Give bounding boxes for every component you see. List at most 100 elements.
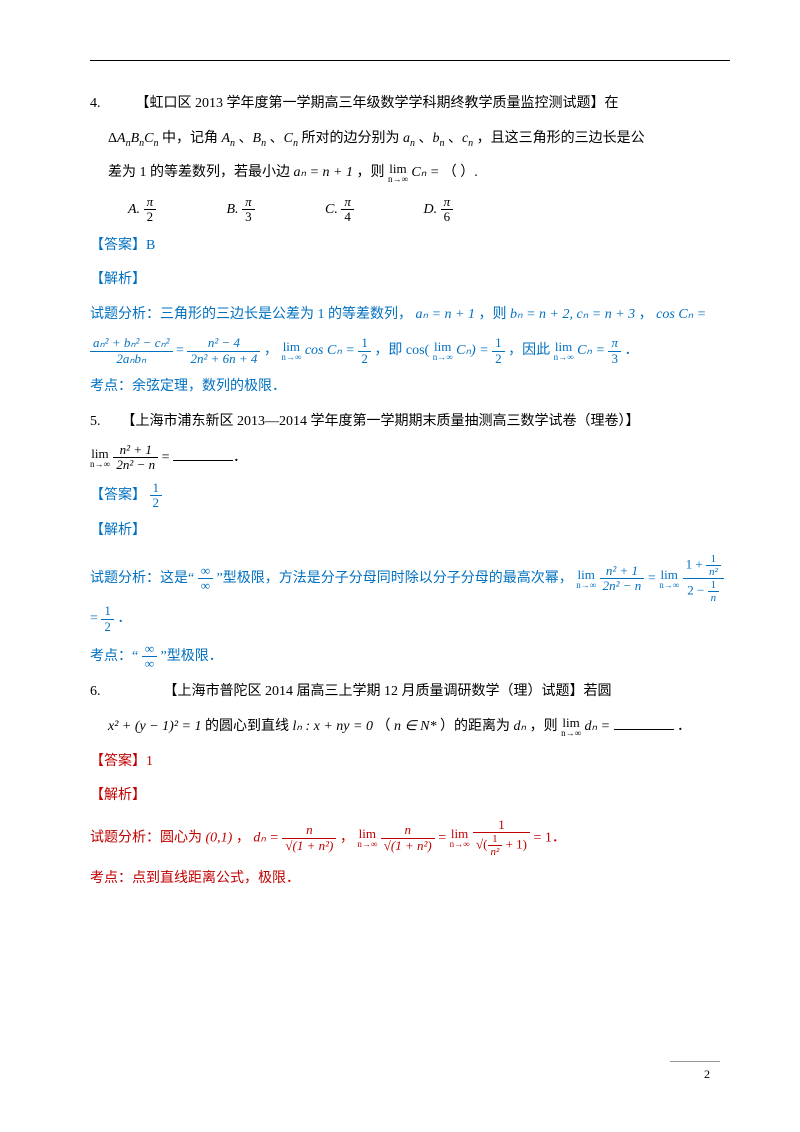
t: 2: [150, 496, 163, 510]
t: （: [376, 719, 390, 734]
t: 试题分析：三角形的三边长是公差为 1 的等差数列，: [90, 307, 412, 322]
t: dₙ =: [253, 830, 282, 845]
t: 2n² − n: [113, 458, 158, 472]
t: ”型极限．: [161, 649, 223, 664]
q4-ex1: 试题分析：三角形的三边长是公差为 1 的等差数列， aₙ = n + 1 ，则 …: [90, 302, 730, 329]
t: Δ: [108, 131, 117, 146]
t: =: [648, 571, 659, 586]
t: 的圆心到直线: [205, 719, 293, 734]
t: n: [282, 823, 336, 838]
t: n² + 1: [113, 443, 158, 458]
t: = 1．: [534, 830, 566, 845]
q6-body: x² + (y − 1)² = 1 的圆心到直线 lₙ : x + ny = 0…: [108, 714, 730, 741]
t: ，则: [530, 719, 558, 734]
t: =: [90, 611, 101, 626]
t: ∞: [198, 564, 213, 579]
t: 2: [101, 620, 114, 634]
t: 试题分析：这是“: [90, 571, 194, 586]
t: n ∈ N*: [394, 719, 437, 734]
t: 2: [358, 352, 371, 366]
t: n² + 1: [600, 564, 645, 579]
t: 【解析】: [90, 523, 146, 538]
t: (0,1): [206, 830, 233, 845]
q5-kaodian: 考点：“ ∞∞ ”型极限．: [90, 642, 730, 672]
t: 1: [488, 833, 503, 846]
t: Cₙ =: [577, 343, 605, 358]
t: 2: [144, 210, 157, 224]
t: =: [438, 830, 449, 845]
t: lₙ : x + ny = 0: [293, 719, 373, 734]
answer-label: 【答案】: [90, 488, 146, 503]
footer-rule: [670, 1061, 720, 1062]
t: 3: [242, 210, 255, 224]
t: 1: [706, 553, 721, 566]
t: lim: [90, 447, 110, 460]
q4-body1: ΔAnBnCn 中，记角 An 、Bn 、Cn 所对的边分别为 an 、bn 、…: [108, 126, 730, 153]
t: cos Cₙ =: [305, 343, 355, 358]
t: lim: [561, 716, 581, 729]
q5-expr: limn→∞ n² + 12n² − n = ．: [90, 443, 730, 473]
t: 6: [441, 210, 454, 224]
t: n→∞: [357, 840, 377, 849]
q4-number: 4.: [90, 96, 101, 111]
q6-answer: 【答案】1: [90, 749, 730, 776]
t: lim: [576, 568, 596, 581]
q5-answer: 【答案】 12: [90, 481, 730, 511]
q5-number: 5.: [90, 414, 101, 429]
q5-header: 5. 【上海市浦东新区 2013—2014 学年度第一学期期末质量抽测高三数学试…: [90, 409, 730, 436]
t: 中，记角: [162, 131, 222, 146]
q4-answer: 【答案】B: [90, 233, 730, 260]
opt-a-label: A.: [128, 202, 140, 217]
t: ∞: [142, 657, 157, 671]
q5-source: 【上海市浦东新区 2013—2014 学年度第一学期期末质量抽测高三数学试卷（理…: [122, 414, 640, 429]
t: 3: [608, 352, 621, 366]
t: 1: [473, 818, 530, 833]
t: ，且这三角形的三边长是公: [477, 131, 645, 146]
t: + 1: [502, 837, 522, 852]
t: 1: [150, 481, 163, 496]
t: π: [144, 195, 157, 210]
q5-explain-label: 【解析】: [90, 518, 730, 545]
t: aₙ² + bₙ² − cₙ²: [90, 336, 173, 351]
t: π: [608, 336, 621, 351]
t: ）的距离为: [440, 719, 514, 734]
q4-kaodian: 考点：余弦定理，数列的极限．: [90, 374, 730, 401]
t: Cₙ) =: [456, 343, 489, 358]
t: 2 −: [687, 583, 707, 598]
t: aₙ = n + 1: [294, 165, 353, 180]
t: 1: [101, 604, 114, 619]
t: 考点：“: [90, 649, 138, 664]
opt-d-label: D.: [424, 202, 438, 217]
q6-number: 6.: [90, 684, 101, 699]
t: n→∞: [281, 353, 301, 362]
t: 、: [239, 131, 253, 146]
t: 【解析】: [90, 788, 146, 803]
t: ，因此: [508, 343, 550, 358]
t: n→∞: [433, 353, 453, 362]
t: 、: [448, 131, 462, 146]
q4-source: 【虹口区 2013 学年度第一学期高三年级数学学科期终教学质量监控测试题】在: [136, 96, 619, 111]
t: n² − 4: [187, 336, 260, 351]
t: n: [708, 592, 720, 604]
answer-label: 【答案】: [90, 238, 146, 253]
t: bₙ = n + 2, cₙ = n + 3: [510, 307, 635, 322]
t: 所对的边分别为: [301, 131, 403, 146]
t: ，则: [356, 165, 388, 180]
q6-source: 【上海市普陀区 2014 届高三上学期 12 月质量调研数学（理）试题】若圆: [164, 684, 612, 699]
t: ．: [624, 343, 638, 358]
t: n²: [706, 566, 721, 578]
t: dₙ: [514, 719, 527, 734]
t: ，即 cos(: [374, 343, 429, 358]
q6-kaodian: 考点：点到直线距离公式，极限．: [90, 866, 730, 893]
t: ，则: [478, 307, 506, 322]
q4-options: A. π2 B. π3 C. π4 D. π6: [128, 195, 730, 225]
t: cos Cₙ =: [656, 307, 706, 322]
t: n→∞: [659, 581, 679, 590]
t: n→∞: [561, 729, 581, 738]
t: π: [441, 195, 454, 210]
t: n→∞: [388, 175, 408, 184]
q6-ex: 试题分析：圆心为 (0,1) ， dₙ = n√(1 + n²) ， limn→…: [90, 818, 730, 858]
t: ”型极限，方法是分子分母同时除以分子分母的最高次幂，: [217, 571, 573, 586]
t: √(1 + n²): [381, 839, 435, 853]
t: （ ）.: [443, 165, 478, 180]
